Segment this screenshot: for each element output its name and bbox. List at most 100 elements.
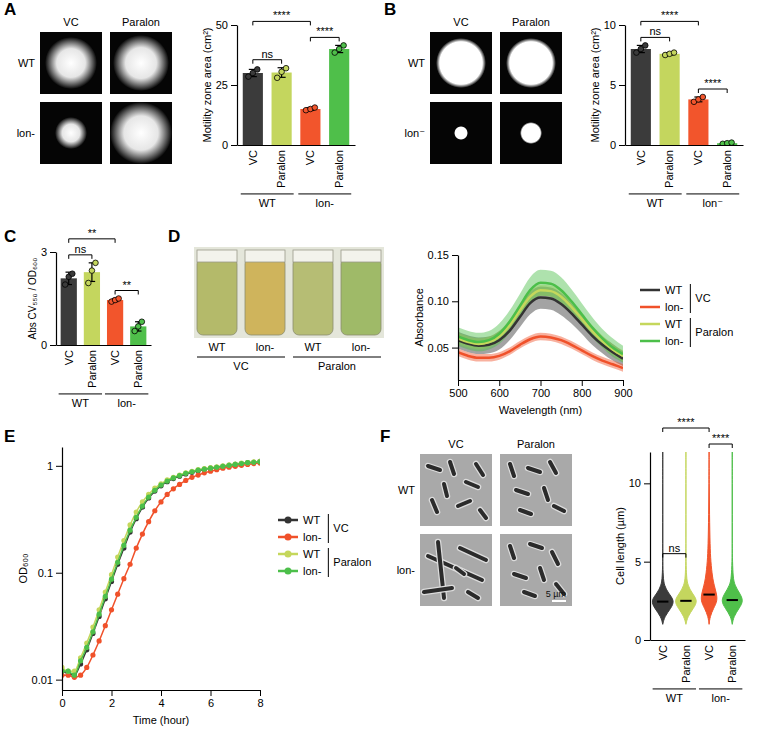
x-tick: 8 — [257, 690, 263, 709]
data-point — [165, 492, 170, 497]
tick-mark — [56, 573, 62, 574]
group-label: lon- — [711, 692, 730, 704]
tick-label: VC — [247, 150, 259, 165]
column-label: Paralon — [517, 438, 555, 450]
photo-background — [110, 32, 172, 94]
bar — [631, 49, 651, 145]
data-point — [103, 623, 108, 628]
x-tick: 6 — [208, 690, 214, 709]
cell-halo — [528, 468, 540, 472]
photo — [500, 102, 562, 164]
chart: 0.010.1102468Time (hour)OD₆₀₀ — [17, 448, 264, 727]
y-tick: 3 — [41, 246, 56, 258]
legend-marker — [285, 568, 292, 575]
tick-mark — [452, 348, 458, 349]
data-point — [127, 562, 132, 567]
data-point — [251, 459, 256, 464]
column-label: Paralon — [512, 16, 550, 28]
legend-item: WT — [640, 318, 682, 330]
group-line — [105, 393, 148, 394]
data-point — [177, 474, 182, 479]
series-line — [458, 283, 623, 354]
tick-mark — [619, 145, 625, 146]
panel-letter: A — [4, 0, 16, 19]
tick-mark — [231, 85, 237, 86]
legend-label: lon- — [303, 531, 322, 543]
cell-halo — [466, 482, 478, 487]
y-tick: 0 — [610, 139, 625, 151]
significance-label: **** — [704, 77, 722, 89]
data-point — [220, 464, 225, 469]
tick-label: 0 — [222, 139, 228, 151]
tick-label: Paralon — [726, 645, 738, 683]
data-point — [196, 468, 201, 473]
motility-zone — [520, 122, 542, 144]
tick-label: Paralon — [721, 150, 733, 188]
cell-halo — [428, 466, 440, 470]
data-point — [202, 467, 207, 472]
plot-area — [62, 459, 260, 680]
data-point — [254, 67, 260, 73]
x-tick: VC — [703, 640, 715, 660]
data-point — [208, 466, 213, 471]
significance-bracket — [253, 21, 311, 25]
x-axis: 500600700800900 — [449, 380, 632, 399]
cell — [520, 510, 531, 514]
y-axis-title: Motility zone area (cm²) — [589, 28, 601, 143]
panel-letter: C — [4, 227, 16, 246]
cell — [450, 462, 454, 474]
x-axis: 02468 — [59, 690, 263, 709]
group-label: WT — [259, 197, 276, 209]
bar — [660, 54, 680, 145]
legend-item: WT — [278, 548, 320, 560]
y-axis: 0.050.100.15 — [428, 249, 459, 380]
data-point — [183, 470, 188, 475]
cell — [552, 552, 558, 564]
legend-bracket — [690, 284, 691, 313]
data-point — [152, 488, 157, 493]
legend-label: WT — [665, 284, 682, 296]
significance-bracket — [663, 428, 709, 432]
plot-area — [458, 270, 623, 372]
legend-group-label: VC — [695, 292, 710, 304]
group-label: WT — [72, 397, 89, 409]
x-tick: 800 — [573, 380, 591, 399]
tick-mark — [582, 380, 583, 386]
legend-item: lon- — [278, 565, 322, 577]
panel-letter: E — [4, 427, 15, 446]
tick-label: Paralon — [333, 150, 345, 188]
column-label: VC — [448, 438, 463, 450]
cell — [424, 588, 452, 592]
plot-area — [243, 43, 349, 145]
data-point — [86, 280, 92, 286]
y-tick: 10 — [629, 477, 650, 489]
tick-label: 5 — [610, 79, 616, 91]
data-point — [165, 479, 170, 484]
data-point — [208, 465, 213, 470]
cell-halo — [444, 484, 447, 496]
tick-label: Paralon — [86, 350, 98, 388]
axis-line — [626, 145, 744, 146]
axis-line — [650, 453, 651, 641]
photo-background — [420, 454, 492, 526]
photo — [194, 247, 384, 338]
significance-bracket — [709, 444, 732, 448]
photo — [110, 32, 172, 94]
column-label: Paralon — [122, 16, 160, 28]
tick-label: Paralon — [275, 150, 287, 188]
violin — [701, 452, 717, 624]
x-axis-title: Time (hour) — [133, 714, 189, 726]
data-point — [274, 75, 280, 81]
data-point — [283, 65, 289, 71]
significance-bracket — [253, 60, 282, 64]
cell-halo — [476, 464, 483, 475]
tick-label: 0.1 — [38, 567, 53, 579]
tick-label: 0.10 — [428, 295, 449, 307]
x-tick: Paralon — [132, 345, 144, 388]
legend-marker — [285, 551, 292, 558]
data-point — [642, 43, 648, 49]
y-axis: 03 — [41, 246, 57, 351]
bar — [300, 109, 320, 145]
data-point — [189, 470, 194, 475]
cell — [550, 462, 556, 473]
